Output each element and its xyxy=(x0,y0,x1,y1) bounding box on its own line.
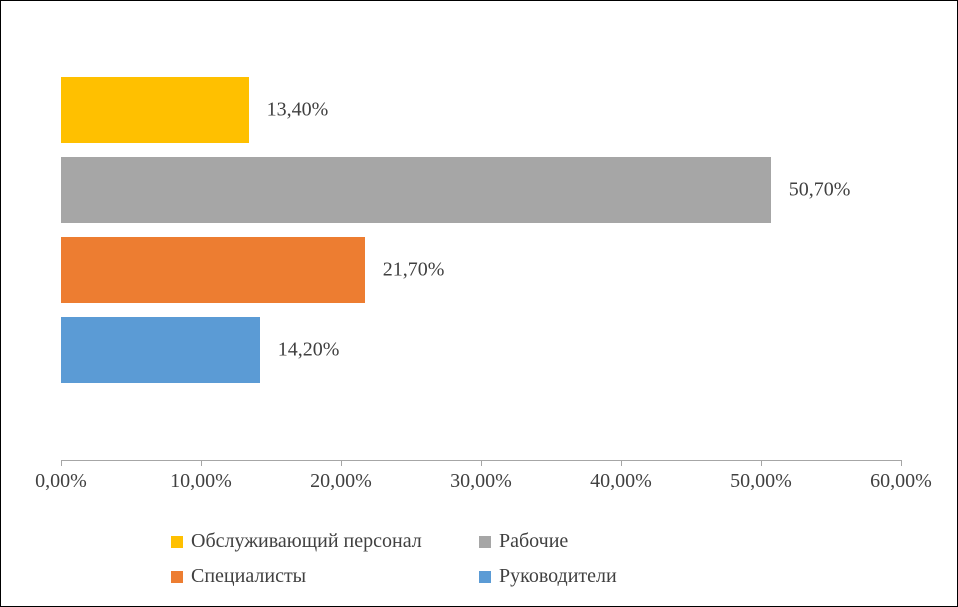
bar-label-managers: 14,20% xyxy=(278,339,340,362)
legend-item-service: Обслуживающий персонал xyxy=(171,530,479,553)
x-tick xyxy=(201,460,202,466)
legend-label-managers: Руководители xyxy=(499,565,617,588)
legend: Обслуживающий персонал Рабочие Специалисты… xyxy=(1,524,957,594)
legend-item-specialists: Специалисты xyxy=(171,565,479,588)
chart-container: 13,40% 50,70% 21,70% 14,20% 0,00% 10,00% 20,0… xyxy=(0,0,958,607)
plot-area: 13,40%50,70%21,70%14,20% 0,00%10,00%20,0… xyxy=(61,41,901,461)
bar-workers: 50,70% xyxy=(61,157,771,223)
x-tick-label: 40,00% xyxy=(590,470,652,493)
bar-service: 13,40% xyxy=(61,77,249,143)
bar-managers: 14,20% xyxy=(61,317,260,383)
x-tick xyxy=(61,460,62,466)
legend-label-specialists: Специалисты xyxy=(191,565,306,588)
bar-row-workers: 50,70% xyxy=(61,157,771,223)
legend-item-workers: Рабочие xyxy=(479,530,787,553)
bar-row-specialists: 21,70% xyxy=(61,237,365,303)
x-tick-label: 0,00% xyxy=(35,470,87,493)
legend-label-service: Обслуживающий персонал xyxy=(191,530,422,553)
bars-group: 13,40% 50,70% 21,70% 14,20% xyxy=(61,41,901,460)
legend-label-workers: Рабочие xyxy=(499,530,568,553)
legend-swatch-specialists xyxy=(171,571,183,583)
legend-swatch-workers xyxy=(479,536,491,548)
bar-row-service: 13,40% xyxy=(61,77,249,143)
x-tick xyxy=(901,460,902,466)
x-tick xyxy=(341,460,342,466)
x-tick-label: 20,00% xyxy=(310,470,372,493)
x-tick-label: 10,00% xyxy=(170,470,232,493)
x-tick-label: 30,00% xyxy=(450,470,512,493)
legend-item-managers: Руководители xyxy=(479,565,787,588)
x-tick xyxy=(621,460,622,466)
bar-label-service: 13,40% xyxy=(267,99,329,122)
bar-label-specialists: 21,70% xyxy=(383,259,445,282)
x-tick-label: 50,00% xyxy=(730,470,792,493)
bar-specialists: 21,70% xyxy=(61,237,365,303)
legend-swatch-service xyxy=(171,536,183,548)
x-tick xyxy=(481,460,482,466)
bar-label-workers: 50,70% xyxy=(789,179,851,202)
legend-swatch-managers xyxy=(479,571,491,583)
bar-row-managers: 14,20% xyxy=(61,317,260,383)
x-tick xyxy=(761,460,762,466)
x-tick-label: 60,00% xyxy=(870,470,932,493)
